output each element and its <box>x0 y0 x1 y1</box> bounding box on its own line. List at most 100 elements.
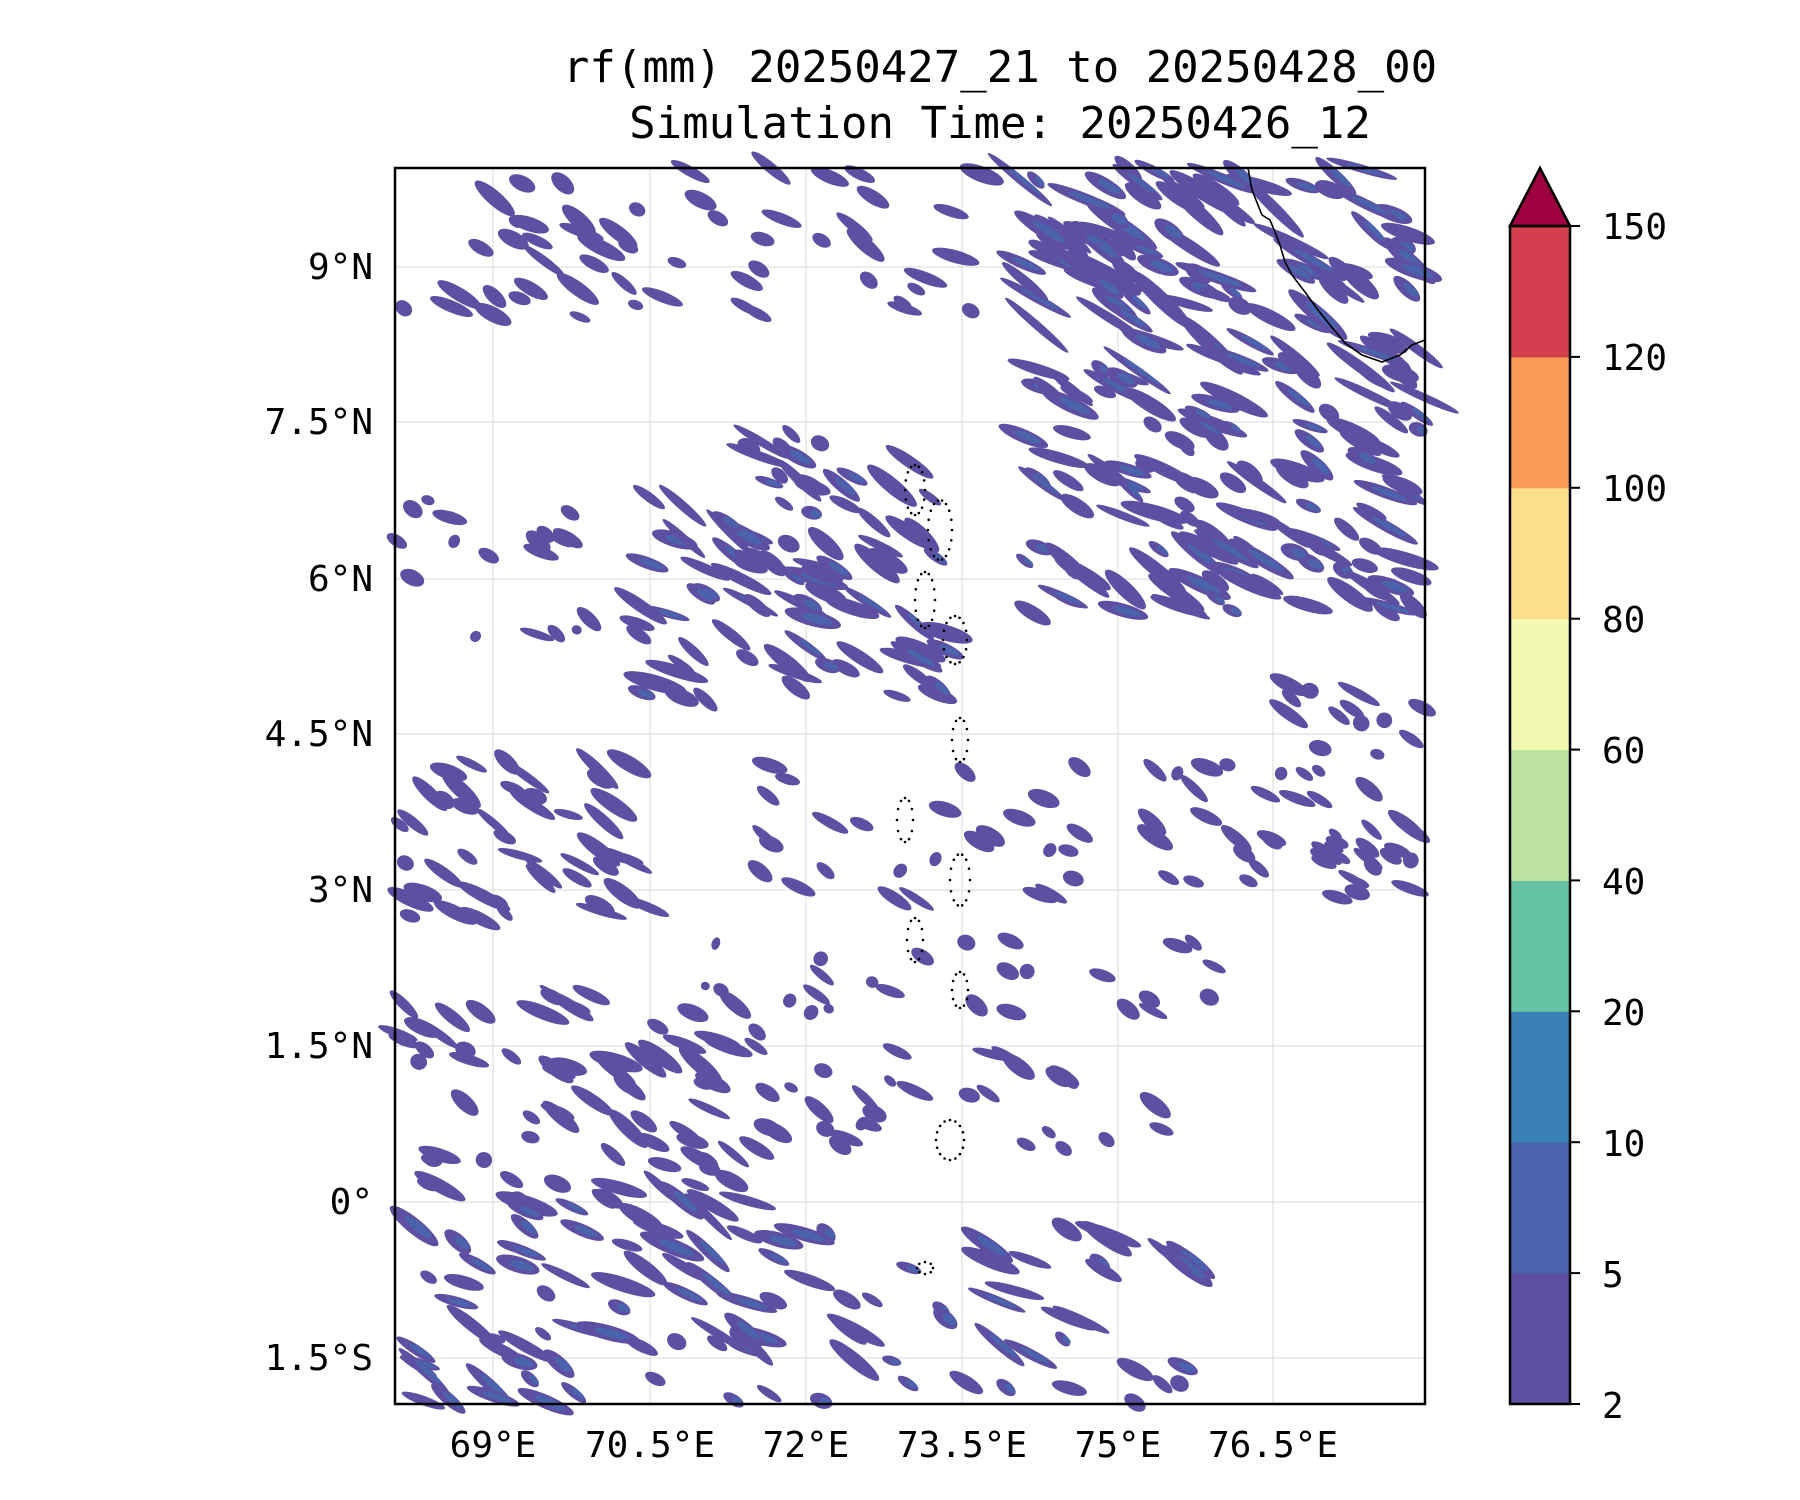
rain-patch <box>696 588 713 601</box>
atoll-dot <box>944 502 948 506</box>
atoll-dot <box>934 1138 938 1142</box>
rain-patch <box>1137 808 1167 836</box>
rain-patch <box>1399 592 1427 619</box>
rain-patch <box>989 1333 1018 1358</box>
rain-patch <box>1287 389 1310 407</box>
rain-patch <box>942 1313 956 1326</box>
rain-patch <box>551 172 575 195</box>
rain-patch <box>1138 990 1161 1008</box>
rain-patch <box>1150 260 1174 273</box>
rain-patch <box>810 166 849 187</box>
colorbar-label: 40 <box>1602 862 1645 903</box>
rain-patch <box>1119 465 1146 476</box>
atoll-dot <box>962 719 966 723</box>
rain-patch <box>1379 847 1402 865</box>
rain-patch <box>1143 758 1167 782</box>
atoll-dot <box>936 499 940 502</box>
rain-patch <box>403 882 443 903</box>
atoll-dot <box>962 655 965 659</box>
rain-patch <box>1311 457 1330 475</box>
atoll-dot <box>962 973 966 976</box>
atoll-dot <box>967 867 971 870</box>
rain-patch <box>1206 170 1246 188</box>
rain-patch <box>1327 576 1373 612</box>
rain-patch <box>734 558 768 574</box>
rain-patch <box>1289 265 1311 280</box>
atoll-dot <box>910 829 914 833</box>
rain-patch <box>1036 233 1093 277</box>
rain-patch <box>676 1132 709 1149</box>
rain-patch <box>593 1327 630 1340</box>
rain-patch <box>958 1087 980 1103</box>
rain-patch <box>1148 573 1205 612</box>
atoll-dot <box>936 558 940 561</box>
rain-patch <box>794 478 831 496</box>
rain-patch <box>403 500 423 519</box>
rain-patch <box>784 1082 798 1093</box>
rain-patch <box>1124 182 1162 210</box>
rain-patch <box>522 1110 541 1125</box>
rain-patch <box>456 755 488 773</box>
rain-patch <box>478 547 500 564</box>
atoll-dot <box>932 588 936 591</box>
colorbar-label: 100 <box>1602 469 1667 510</box>
rain-patch <box>1194 410 1211 419</box>
rain-patch <box>686 1189 739 1222</box>
rain-patch <box>1305 502 1320 511</box>
rain-patch <box>624 1042 667 1078</box>
atoll-dot <box>962 621 965 625</box>
rain-patch <box>885 445 934 479</box>
rain-patch <box>437 280 482 310</box>
atoll-dot <box>910 807 914 811</box>
rain-patch <box>1352 715 1370 732</box>
rain-patch <box>1345 570 1400 605</box>
colorbar-bin <box>1510 226 1570 358</box>
rain-patch <box>395 300 413 317</box>
rain-patch <box>1334 517 1360 541</box>
rain-patch <box>1087 453 1129 485</box>
atoll-dot <box>958 970 962 974</box>
rain-patch <box>1269 699 1309 729</box>
rain-patch <box>647 1018 669 1035</box>
rain-patch <box>571 625 582 635</box>
rain-patch <box>1170 186 1224 236</box>
rain-patch <box>1008 1251 1052 1269</box>
rain-patch <box>684 189 717 211</box>
rain-patch <box>412 776 448 812</box>
rain-patch <box>975 825 1005 847</box>
colorbar-bin <box>1510 880 1570 1012</box>
rain-patch <box>1097 178 1121 195</box>
rain-patch <box>899 887 934 911</box>
rain-patch <box>434 1002 471 1033</box>
rain-patch <box>474 180 515 217</box>
rain-patch <box>844 165 876 183</box>
rain-patch <box>1158 870 1180 886</box>
rain-patch <box>667 256 687 269</box>
rain-patch <box>710 562 772 596</box>
rain-patch <box>471 1258 492 1271</box>
rain-patch <box>859 271 878 289</box>
rain-patch <box>906 649 935 667</box>
rain-patch <box>455 1041 476 1058</box>
rain-patch <box>1022 886 1058 904</box>
colorbar-bin <box>1510 618 1570 751</box>
rain-patch <box>474 302 512 326</box>
rain-patch <box>1138 1003 1168 1020</box>
rain-patch <box>1334 377 1403 412</box>
atoll-dot <box>962 757 966 761</box>
rain-patch <box>1069 191 1112 210</box>
lon-tick-label: 70.5°E <box>585 1425 715 1466</box>
rain-patch <box>608 1109 648 1148</box>
atoll-dot <box>935 1146 939 1149</box>
rain-patch <box>694 1030 741 1049</box>
rain-patch <box>613 1073 638 1095</box>
rain-patch <box>389 990 419 1019</box>
atoll-dot <box>968 878 972 882</box>
rain-patch <box>1149 1122 1174 1136</box>
rain-patch <box>1113 606 1141 617</box>
rain-patch <box>769 1235 797 1247</box>
atoll-dot <box>905 938 909 942</box>
rain-patch <box>877 886 912 911</box>
atoll-dot <box>950 528 954 532</box>
rain-patch <box>965 994 988 1017</box>
